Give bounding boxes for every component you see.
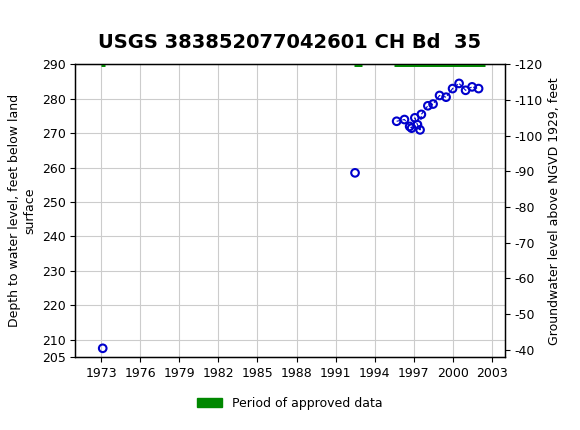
- Point: [467, 83, 477, 90]
- Point: [474, 85, 483, 92]
- Point: [423, 102, 433, 109]
- Point: [461, 87, 470, 94]
- Point: [407, 125, 416, 132]
- Point: [441, 94, 451, 101]
- Point: [392, 118, 401, 125]
- Point: [410, 114, 419, 121]
- Point: [350, 169, 360, 176]
- Point: [415, 126, 425, 133]
- Point: [349, 56, 358, 63]
- Point: [400, 116, 409, 123]
- Y-axis label: Groundwater level above NGVD 1929, feet: Groundwater level above NGVD 1929, feet: [548, 77, 561, 344]
- Y-axis label: Depth to water level, feet below land
surface: Depth to water level, feet below land su…: [8, 94, 36, 327]
- Legend: Period of approved data: Period of approved data: [192, 392, 388, 415]
- Point: [448, 85, 457, 92]
- Point: [455, 80, 464, 87]
- Point: [413, 121, 422, 128]
- Point: [405, 123, 414, 130]
- Text: ≡USGS: ≡USGS: [17, 10, 72, 28]
- Text: USGS 383852077042601 CH Bd  35: USGS 383852077042601 CH Bd 35: [99, 33, 481, 52]
- Point: [429, 101, 438, 108]
- Point: [416, 111, 426, 118]
- Point: [98, 345, 107, 352]
- Point: [435, 92, 444, 99]
